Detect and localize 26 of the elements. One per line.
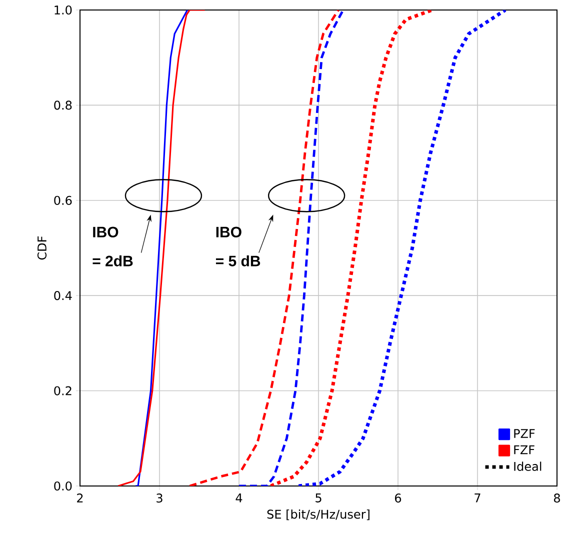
annotation: IBO [216,226,242,238]
annotation: IBO [93,226,118,238]
x-tick-label: 6 [395,494,402,503]
x-tick-label: 8 [554,494,560,503]
y-tick-label: 0.6 [54,196,72,205]
legend-label: PZF [514,429,535,438]
annotation: = 2dB [92,255,133,266]
line-series [296,10,508,486]
legend-label: FZF [514,445,534,454]
y-axis-title: CDF [37,236,47,260]
x-tick-label: 4 [236,494,242,502]
x-tick-label: 7 [474,494,480,502]
line-series [188,10,340,486]
line-series [269,10,434,486]
y-tick-label: 0.8 [54,100,72,110]
x-tick-label: 3 [156,494,162,503]
text: Ideal [514,462,542,471]
y-tick-label: 0.4 [54,291,72,300]
x-tick-label: 5 [316,494,322,502]
x-axis-title: SE [bit/s/Hz/user] [267,509,370,520]
x-tick-label: 2 [77,494,83,502]
annotation: = 5 dB [216,255,260,266]
y-tick-label: 0.0 [54,481,72,491]
line-series [134,10,188,486]
y-tick-label: 1.0 [54,5,72,15]
y-tick-label: 0.2 [54,386,72,396]
